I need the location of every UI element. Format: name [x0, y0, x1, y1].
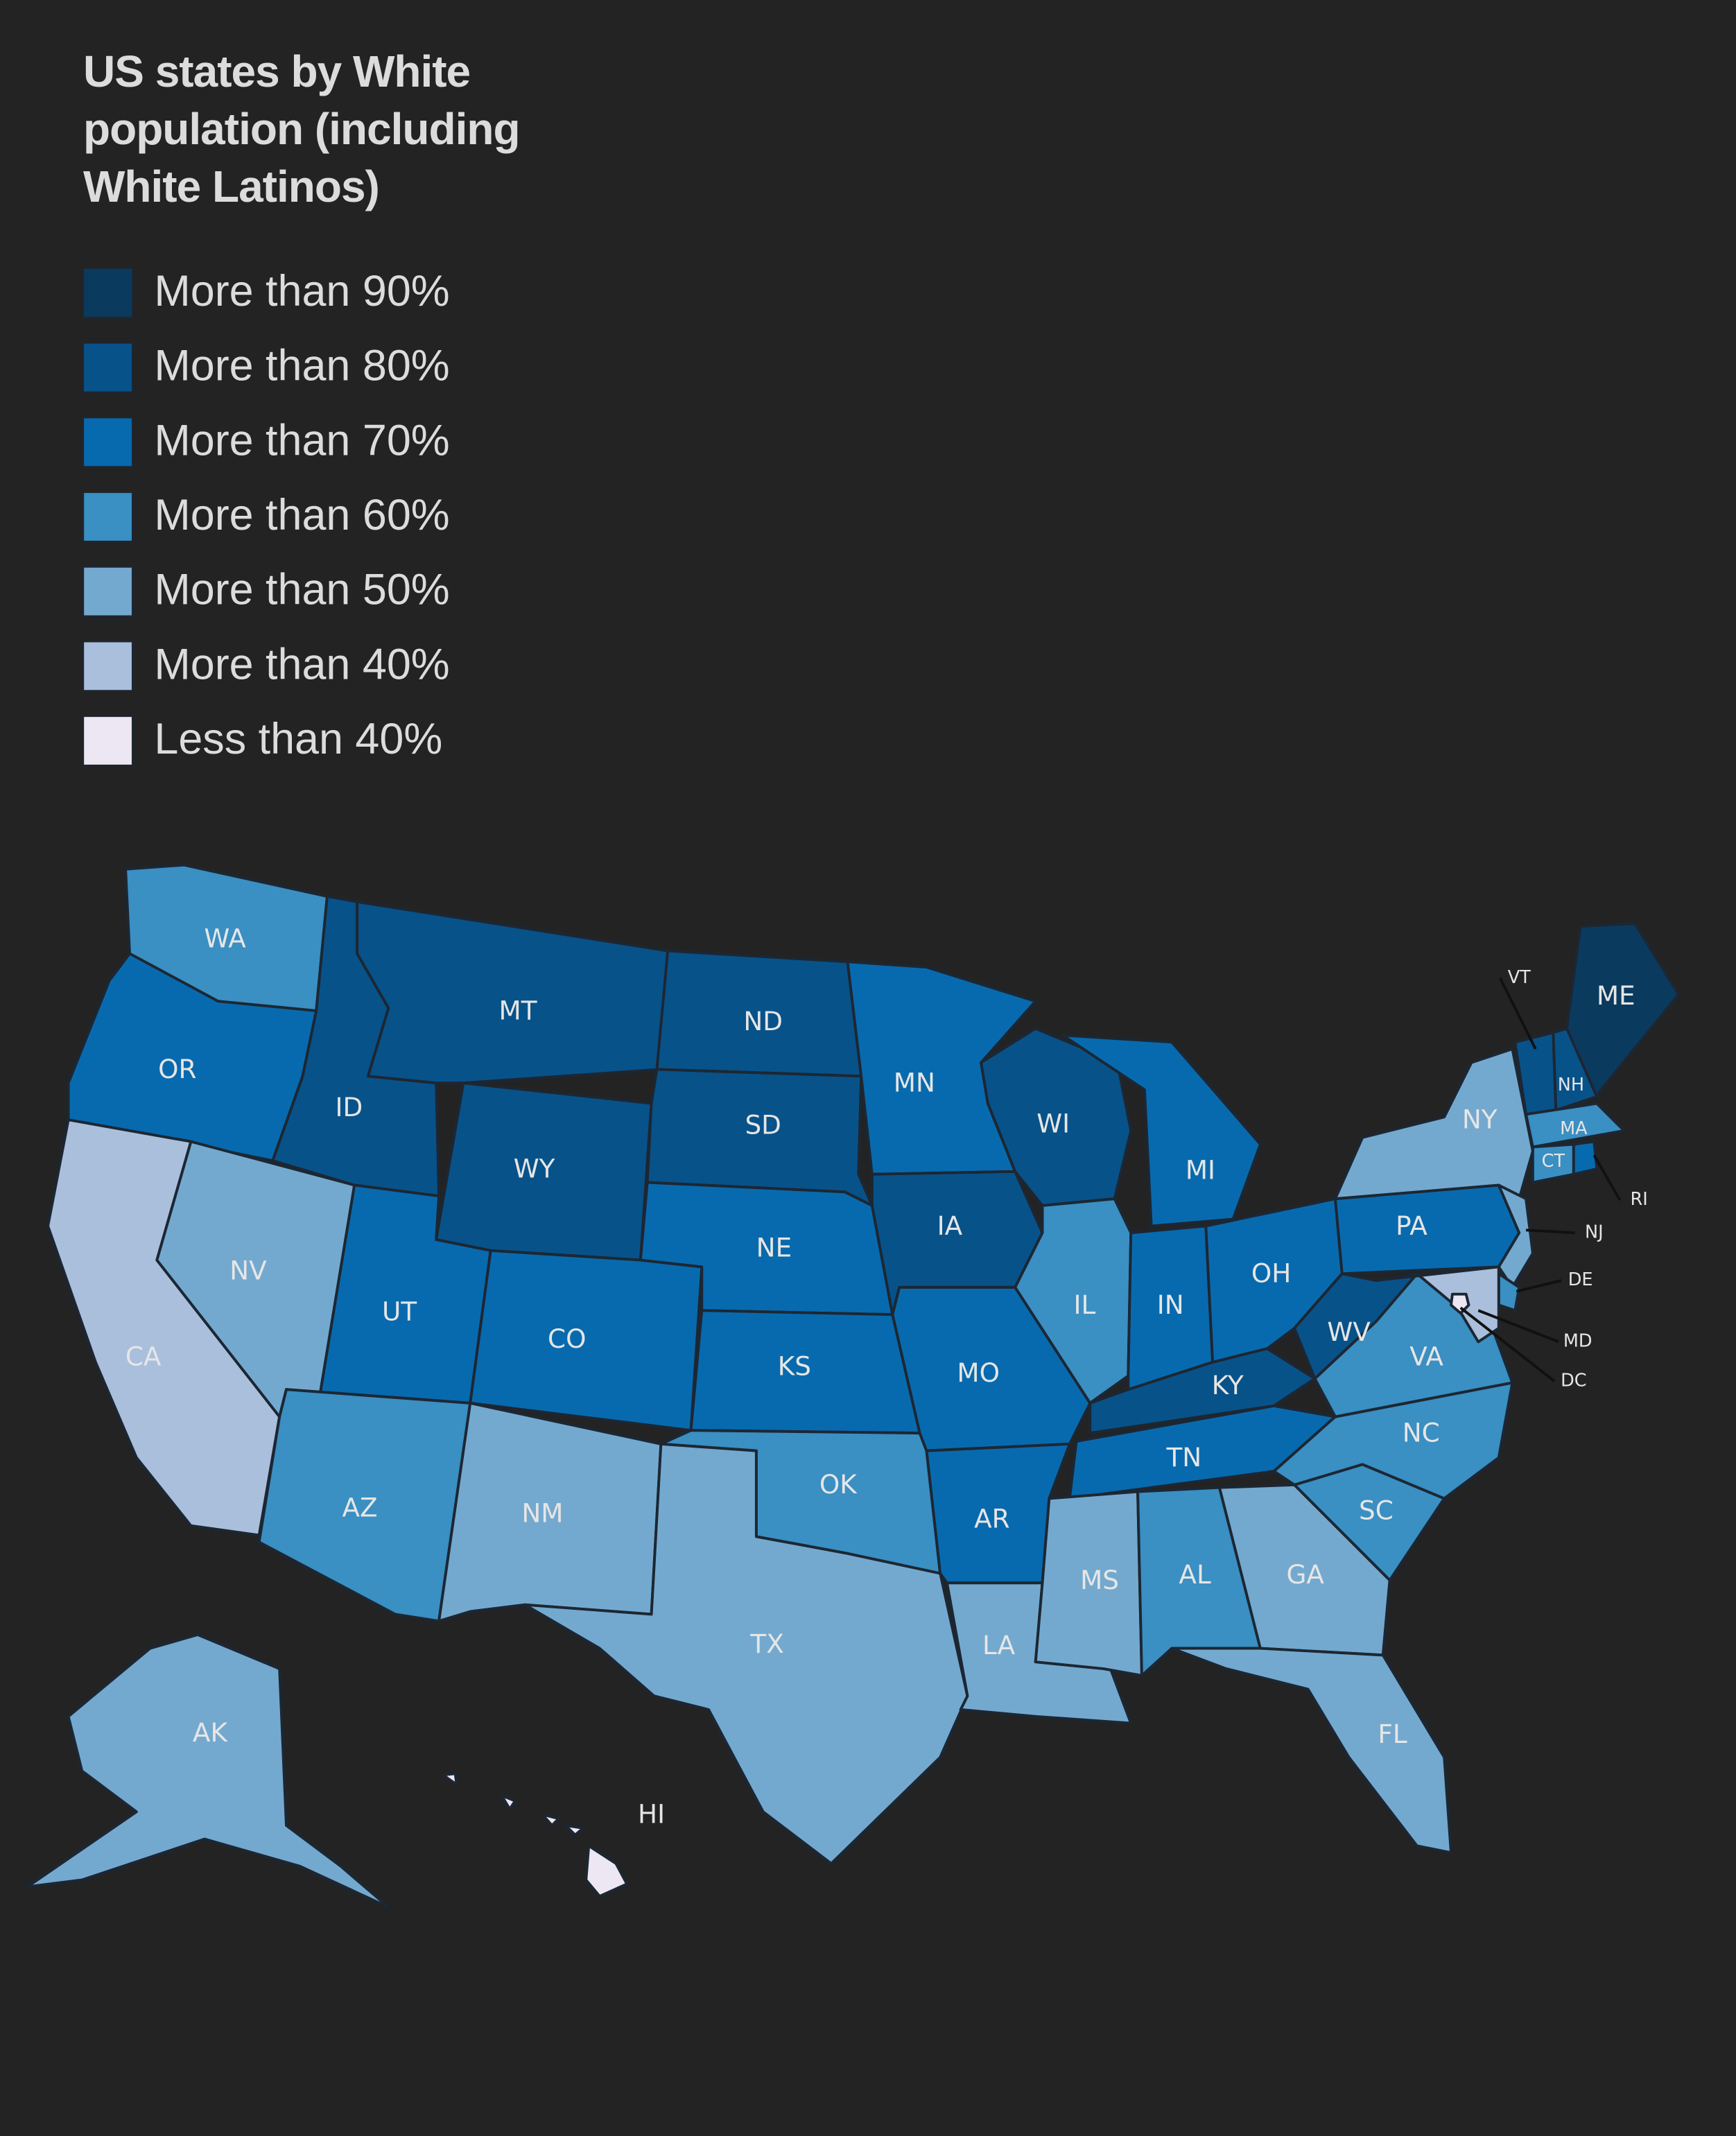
state-label: NV [229, 1256, 267, 1286]
leader-line [1516, 1279, 1562, 1293]
state-label: NY [1462, 1104, 1498, 1135]
state-label: ID [335, 1092, 363, 1122]
state-label: MA [1560, 1118, 1588, 1139]
state-label: VA [1409, 1341, 1443, 1372]
state-label: FL [1378, 1719, 1407, 1749]
legend-label: More than 80% [154, 342, 449, 390]
state [469, 1249, 704, 1432]
leader-line [1525, 1228, 1575, 1235]
state-label: HI [638, 1799, 665, 1830]
state-label: MN [894, 1068, 935, 1098]
state-label: TN [1165, 1442, 1201, 1473]
state-label: ND [743, 1006, 783, 1036]
leader-line [1477, 1309, 1559, 1344]
state-label: CO [548, 1323, 586, 1354]
labels: WA OR CA NV ID MT WY UT AZ CO NM ND SD NE KS OK TX MN IA MO… [125, 923, 1648, 1829]
state [1450, 1292, 1470, 1315]
state [1572, 1140, 1599, 1176]
state [523, 1442, 969, 1865]
legend-swatch [83, 641, 133, 692]
legend-label: More than 70% [154, 416, 449, 464]
state-label: SD [745, 1109, 781, 1140]
state [441, 1772, 629, 1898]
state [1014, 1197, 1133, 1405]
legend-label: Less than 40% [154, 715, 442, 763]
states [26, 863, 1681, 1909]
state-label: AK [193, 1717, 229, 1748]
state-label: NH [1558, 1075, 1584, 1095]
state-label: NM [521, 1497, 563, 1528]
state-label: PA [1396, 1210, 1427, 1241]
state-label: VT [1508, 967, 1531, 988]
map-title: US states by White population (including… [83, 46, 521, 211]
state-label: OK [819, 1469, 858, 1500]
state-label: UT [382, 1296, 417, 1327]
state [1088, 1347, 1317, 1435]
state-label: AL [1179, 1559, 1211, 1590]
state-label: GA [1287, 1559, 1325, 1590]
state-label: WV [1327, 1317, 1371, 1347]
state [1170, 1647, 1452, 1855]
legend-swatch [83, 715, 133, 766]
legend-swatch [83, 492, 133, 542]
state-label: NC [1403, 1418, 1440, 1448]
state [1374, 1265, 1500, 1344]
state-label: KY [1212, 1370, 1244, 1400]
legend-swatch [83, 566, 133, 617]
state-label: KS [778, 1351, 811, 1381]
state [1334, 1048, 1534, 1201]
state-label: CA [125, 1341, 162, 1372]
state [26, 1633, 390, 1909]
leader-line [1459, 1306, 1556, 1382]
legend-swatch [83, 417, 133, 468]
state-label: MT [499, 995, 537, 1025]
state-label: DE [1568, 1269, 1593, 1290]
state-label: ME [1597, 980, 1635, 1011]
state [1525, 1102, 1626, 1149]
state-label: WI [1036, 1109, 1070, 1139]
state-label: MO [957, 1357, 1000, 1388]
state-label: LA [982, 1630, 1016, 1660]
state-label: MS [1080, 1565, 1119, 1595]
state-label: IN [1157, 1290, 1184, 1320]
legend-swatch [83, 342, 133, 393]
state-label: WA [204, 923, 246, 953]
state-label: TX [749, 1629, 783, 1659]
state-label: OH [1251, 1258, 1291, 1289]
state [1565, 922, 1681, 1098]
leader-line [1592, 1154, 1622, 1201]
state-label: DC [1561, 1370, 1587, 1391]
state-label: AR [974, 1503, 1009, 1534]
legend-swatch [83, 268, 133, 318]
state-label: WY [514, 1153, 555, 1183]
state-label: SC [1359, 1495, 1394, 1526]
state-label: OR [158, 1054, 196, 1084]
state [1217, 1483, 1391, 1657]
legend-label: More than 50% [154, 566, 449, 614]
state [356, 900, 670, 1085]
state-label: IA [937, 1210, 963, 1241]
legend-label: More than 60% [154, 491, 449, 539]
state-label: AZ [342, 1493, 378, 1523]
state-label: IL [1074, 1290, 1096, 1320]
state-label: RI [1631, 1189, 1648, 1210]
state-label: NJ [1585, 1222, 1604, 1242]
state-label: NE [756, 1232, 792, 1262]
state-label: CT [1542, 1151, 1565, 1172]
legend-label: More than 40% [154, 640, 449, 688]
legend-label: More than 90% [154, 267, 449, 315]
state-label: MD [1563, 1330, 1592, 1351]
legend: More than 90% More than 80% More than 70% M… [83, 267, 450, 766]
state-label: MI [1186, 1154, 1215, 1185]
leader-line [1498, 977, 1537, 1050]
